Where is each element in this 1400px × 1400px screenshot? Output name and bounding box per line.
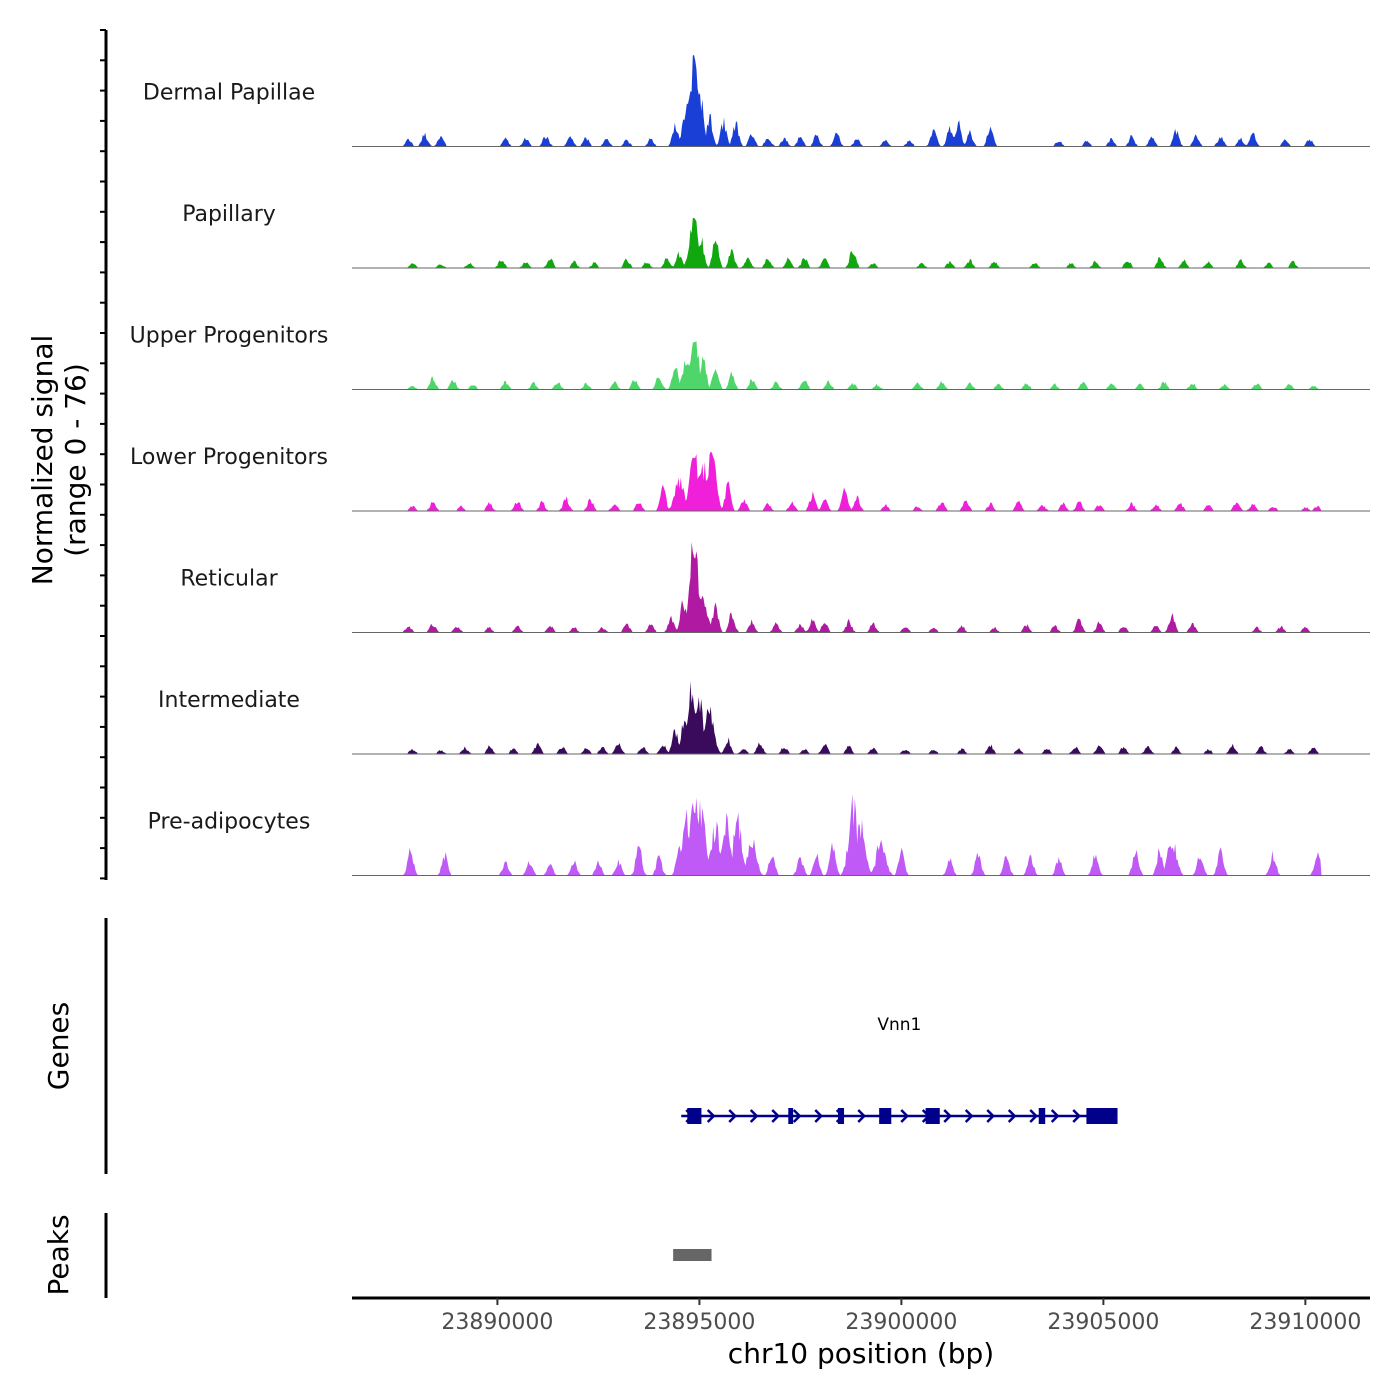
strand-arrow: [728, 1109, 738, 1123]
strand-arrow: [964, 1109, 974, 1123]
track-label: Lower Progenitors: [130, 445, 328, 470]
x-tick-label: 23890000: [441, 1310, 553, 1335]
y-axis-title: Normalized signal (range 0 - 76): [26, 335, 92, 586]
peaks-track-title: Peaks: [42, 1214, 75, 1295]
strand-arrow: [1050, 1109, 1060, 1123]
x-axis-ticks: 23890000 23895000 23900000 23905000 23910000: [441, 1298, 1361, 1335]
x-tick-label: 23910000: [1249, 1310, 1361, 1335]
peak-region: [673, 1249, 712, 1261]
signal-panel-ticks: [100, 29, 106, 880]
coverage-area: [396, 340, 1322, 390]
strand-arrow: [986, 1109, 996, 1123]
track-label: Pre-adipocytes: [148, 810, 311, 835]
track-label: Intermediate: [158, 688, 300, 713]
y-axis-title-line1: Normalized signal: [26, 335, 59, 586]
coverage-area: [396, 542, 1322, 633]
strand-arrow: [771, 1109, 781, 1123]
gene-label: Vnn1: [877, 1015, 921, 1035]
coverage-area: [396, 451, 1322, 511]
track-intermediate: Intermediate: [158, 681, 1370, 755]
gene-exon: [1086, 1108, 1118, 1124]
track-dermal-papillae: Dermal Papillae: [143, 55, 1370, 147]
track-upper-progenitors: Upper Progenitors: [130, 324, 1370, 390]
track-label: Upper Progenitors: [130, 324, 329, 349]
strand-arrow: [1029, 1109, 1039, 1123]
track-papillary: Papillary: [182, 202, 1370, 269]
track-label: Dermal Papillae: [143, 81, 315, 106]
x-axis-title: chr10 position (bp): [728, 1337, 994, 1370]
track-lower-progenitors: Lower Progenitors: [130, 445, 1370, 512]
strand-arrow: [857, 1109, 867, 1123]
coverage-tracks: Dermal Papillae Papillary Upper Progenitor…: [130, 55, 1370, 876]
y-axis-title-line2: (range 0 - 76): [59, 363, 92, 557]
peak-track: [673, 1249, 712, 1261]
genes-track-title: Genes: [42, 1002, 75, 1090]
track-reticular: Reticular: [180, 542, 1370, 633]
strand-arrow: [900, 1109, 910, 1123]
x-tick-label: 23900000: [845, 1310, 957, 1335]
strand-arrow: [1007, 1109, 1017, 1123]
gene-track: Vnn1: [681, 1015, 1118, 1124]
track-pre-adipocytes: Pre-adipocytes: [148, 794, 1370, 876]
gene-exon: [879, 1108, 892, 1124]
x-tick-label: 23895000: [643, 1310, 755, 1335]
coverage-area: [396, 217, 1322, 268]
track-label: Papillary: [182, 202, 276, 227]
gene-vnn1: Vnn1: [681, 1015, 1118, 1124]
x-tick-label: 23905000: [1047, 1310, 1159, 1335]
gene-exon: [925, 1108, 940, 1124]
strand-arrow: [814, 1109, 824, 1123]
gene-exon: [837, 1108, 845, 1124]
strand-arrow: [749, 1109, 759, 1123]
strand-arrow: [1072, 1109, 1082, 1123]
coverage-area: [396, 794, 1322, 876]
strand-arrow: [792, 1109, 802, 1123]
track-label: Reticular: [180, 567, 278, 592]
coverage-area: [396, 681, 1322, 754]
gene-exon: [1038, 1108, 1046, 1124]
gene-exon: [788, 1108, 794, 1124]
strand-arrow: [706, 1109, 716, 1123]
coverage-area: [396, 55, 1322, 147]
strand-arrow: [943, 1109, 953, 1123]
gene-exon: [687, 1108, 702, 1124]
